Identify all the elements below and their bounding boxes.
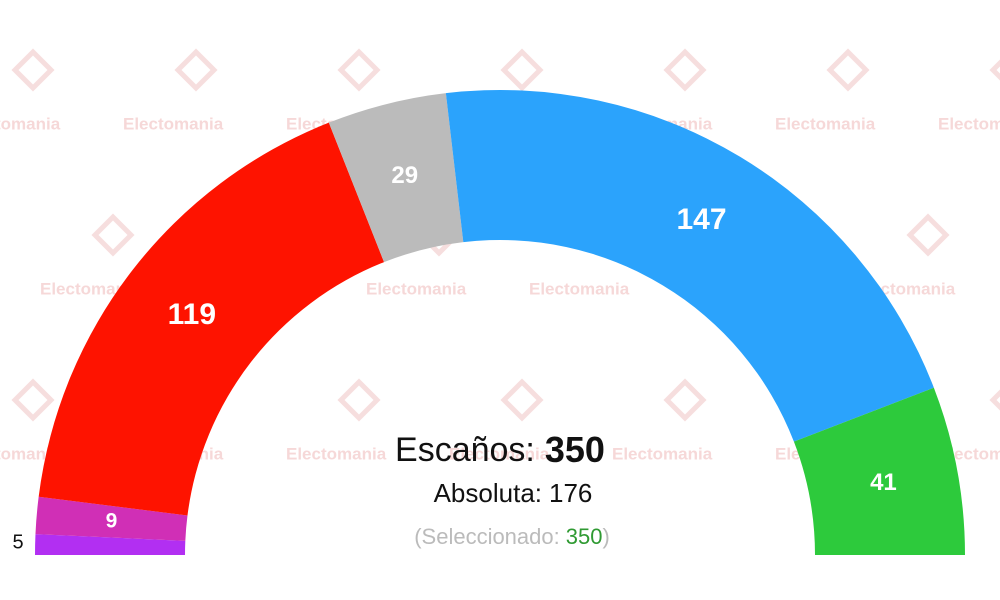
selected-label: Seleccionado: [422,524,560,549]
watermark-icon [337,378,381,422]
seat-segment [445,90,934,442]
majority-value: 176 [549,478,592,508]
watermark-icon [500,378,544,422]
watermark-icon [906,213,950,257]
watermark-text: Electomania [449,444,550,463]
value-label: 147 [677,203,727,236]
seat-segment [793,387,965,555]
selected-line: (Seleccionado: 350) [414,524,610,549]
watermark-icon [663,378,707,422]
watermark-text: Electomania [775,114,876,133]
value-label: 9 [106,509,118,532]
majority-label: Absoluta: [434,478,542,508]
watermark-icon [11,48,55,92]
total-label: Escaños: [395,431,535,469]
seat-segment [38,122,385,516]
value-label: 29 [391,162,418,189]
hemicycle: 5 9 119 29 147 41 [12,90,965,555]
watermark-icon [337,48,381,92]
seat-segment [35,534,186,555]
total-line: Escaños: 350 [395,429,605,470]
watermark-text: Electomania [938,114,1000,133]
watermark-text: Electomania [286,444,387,463]
watermark-icon [663,48,707,92]
seat-segment [328,93,464,263]
selected-close: ) [602,524,609,549]
selected-value: 350 [566,524,603,549]
watermark-text: Electomania [366,279,467,298]
watermark-icon [91,213,135,257]
watermark-icon [11,378,55,422]
watermark-text: Electomania [123,114,224,133]
value-label: 5 [12,531,23,553]
seat-segment [35,496,188,541]
watermark-text: Electomania [0,114,61,133]
value-label: 41 [870,469,897,496]
selected-open: ( [414,524,422,549]
watermark-icon [174,48,218,92]
value-label: 119 [168,298,216,331]
watermark-text: Electomania [612,444,713,463]
watermark-icon [989,389,1000,411]
total-value: 350 [545,429,605,470]
majority-line: Absoluta: 176 [434,478,593,508]
watermark-icon [500,48,544,92]
watermark-text: Electomania [529,279,630,298]
watermark-icon [989,59,1000,81]
watermark-icon [826,48,870,92]
